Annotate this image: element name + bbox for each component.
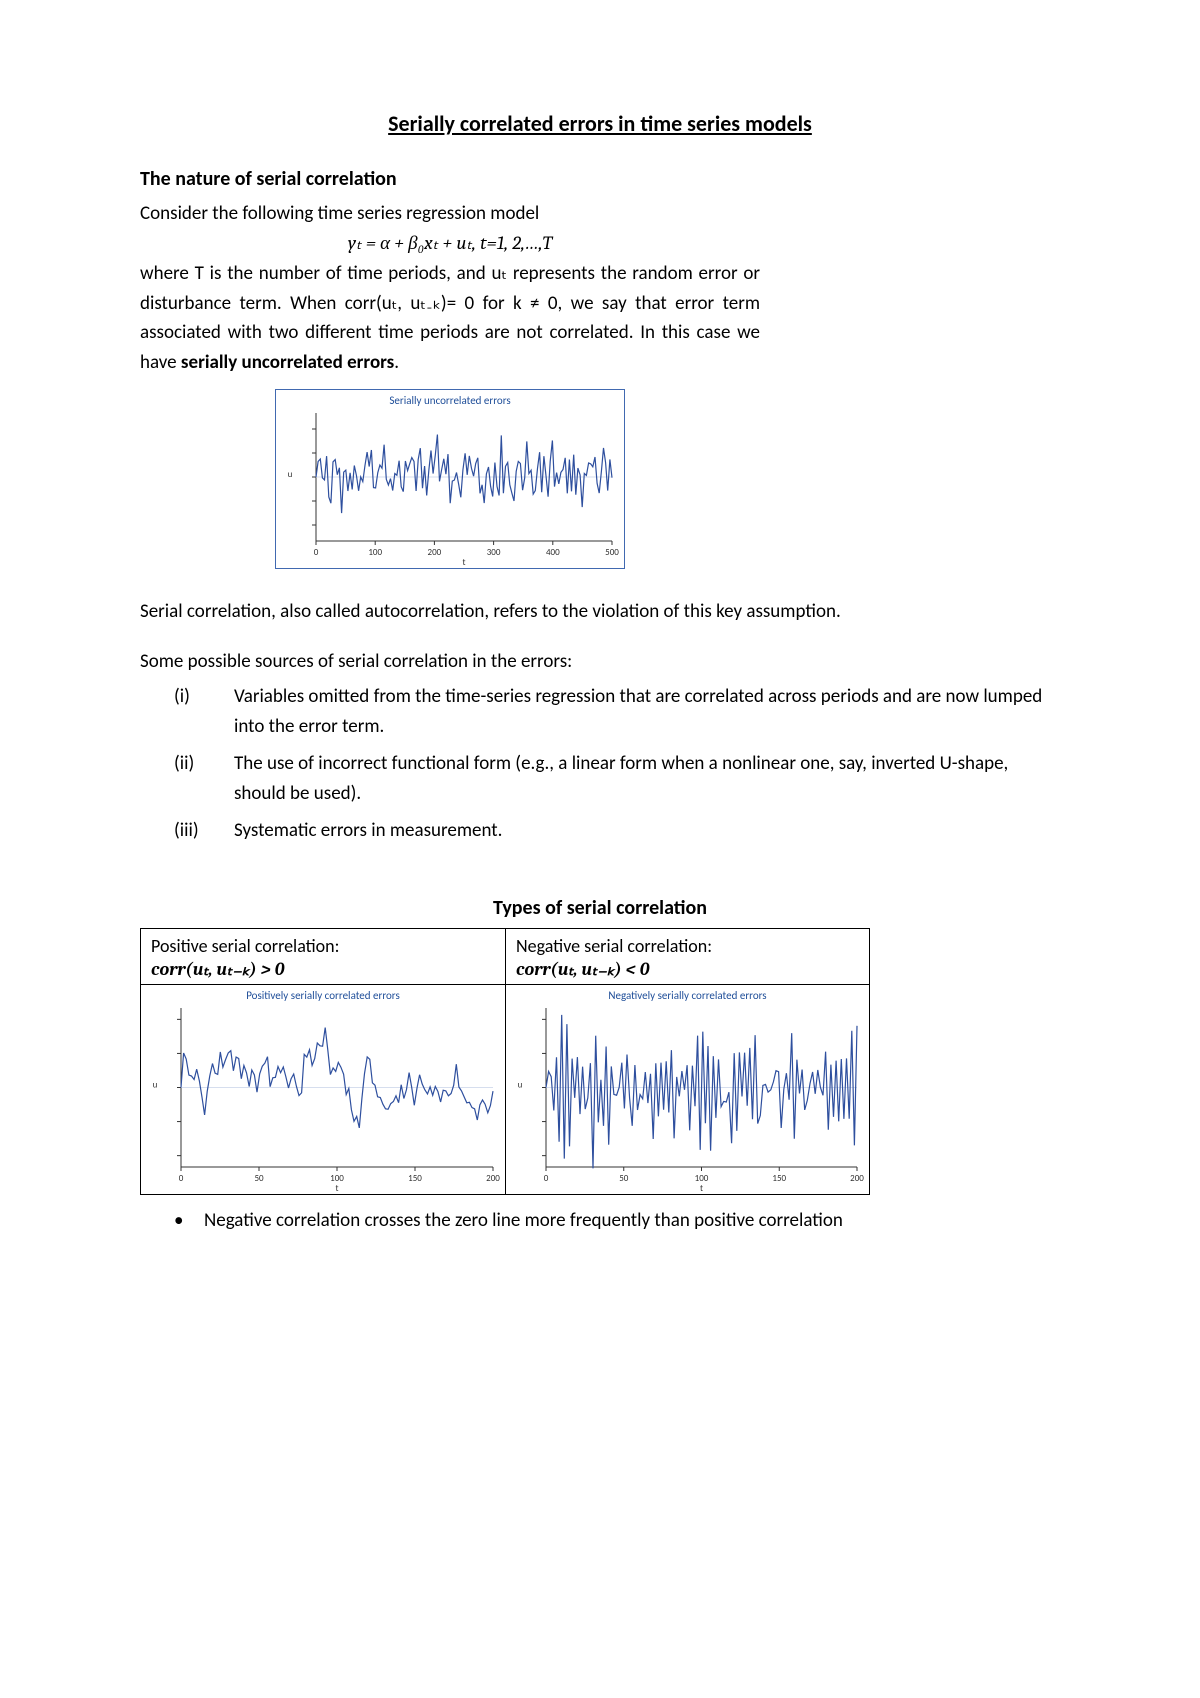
svg-text:u: u	[518, 1079, 523, 1090]
autocorr-para: Serial correlation, also called autocorr…	[140, 597, 1060, 626]
chart-uncorrelated: Serially uncorrelated errors 0 100 200 300 4…	[275, 389, 625, 569]
chart-canvas: 050100150200tu	[506, 1002, 869, 1193]
explain-para: where T is the number of time periods, a…	[140, 259, 760, 377]
intro-line: Consider the following time series regre…	[140, 199, 760, 228]
list-label: (ii)	[174, 749, 234, 810]
list-item: (i) Variables omitted from the time-seri…	[174, 682, 1060, 743]
negative-math: corr(uₜ, uₜ₋ₖ) < 0	[516, 959, 649, 980]
svg-text:150: 150	[408, 1173, 422, 1184]
chart-canvas: 050100150200tu	[141, 1002, 505, 1193]
chart-title: Negatively serially correlated errors	[506, 985, 869, 1002]
explain-bold: serially uncorrelated errors	[181, 351, 394, 374]
svg-text:t: t	[700, 1183, 703, 1193]
page: Serially correlated errors in time serie…	[0, 0, 1200, 1698]
svg-text:0: 0	[544, 1173, 549, 1184]
svg-text:400: 400	[546, 547, 560, 558]
svg-text:50: 50	[619, 1173, 629, 1184]
negative-head: Negative serial correlation: corr(uₜ, uₜ…	[506, 929, 869, 984]
list-label: (i)	[174, 682, 234, 743]
bullet-item: • Negative correlation crosses the zero …	[174, 1209, 1060, 1232]
list-item: (iii) Systematic errors in measurement.	[174, 816, 1060, 846]
list-item: (ii) The use of incorrect functional for…	[174, 749, 1060, 810]
svg-text:300: 300	[487, 547, 501, 558]
explain-tail: .	[394, 351, 399, 374]
svg-text:u: u	[153, 1079, 158, 1090]
positive-math: corr(uₜ, uₜ₋ₖ) > 0	[151, 959, 284, 980]
svg-text:200: 200	[486, 1173, 500, 1184]
chart-canvas: 0 100 200 300 400 500 t u	[276, 407, 624, 567]
negative-cell: Negative serial correlation: corr(uₜ, uₜ…	[506, 929, 869, 1194]
chart-title: Positively serially correlated errors	[141, 985, 505, 1002]
bullet-text: Negative correlation crosses the zero li…	[204, 1209, 843, 1232]
positive-cell: Positive serial correlation: corr(uₜ, uₜ…	[141, 929, 506, 1194]
section-heading: The nature of serial correlation	[140, 167, 1060, 191]
svg-text:t: t	[335, 1183, 338, 1193]
svg-text:200: 200	[850, 1173, 864, 1184]
positive-head: Positive serial correlation: corr(uₜ, uₜ…	[141, 929, 505, 984]
section-heading: Types of serial correlation	[140, 896, 1060, 920]
list-text: Systematic errors in measurement.	[234, 816, 502, 846]
negative-head-text: Negative serial correlation:	[516, 935, 712, 957]
sources-para: Some possible sources of serial correlat…	[140, 647, 1060, 676]
svg-text:0: 0	[179, 1173, 184, 1184]
bullet-icon: •	[174, 1209, 204, 1232]
chart-title: Serially uncorrelated errors	[276, 390, 624, 407]
svg-text:100: 100	[368, 547, 382, 558]
list-text: Variables omitted from the time-series r…	[234, 682, 1060, 743]
types-table: Positive serial correlation: corr(uₜ, uₜ…	[140, 928, 870, 1195]
svg-text:0: 0	[314, 547, 319, 558]
svg-text:200: 200	[428, 547, 442, 558]
list-label: (iii)	[174, 816, 234, 846]
svg-text:u: u	[288, 469, 293, 480]
svg-text:t: t	[462, 557, 465, 567]
positive-head-text: Positive serial correlation:	[151, 935, 339, 957]
svg-text:50: 50	[254, 1173, 264, 1184]
sources-list: (i) Variables omitted from the time-seri…	[140, 682, 1060, 846]
list-text: The use of incorrect functional form (e.…	[234, 749, 1060, 810]
regression-equation: yₜ = α + β₀xₜ + uₜ, t=1, 2,…,T	[140, 232, 760, 255]
svg-text:150: 150	[772, 1173, 786, 1184]
page-title: Serially correlated errors in time serie…	[140, 110, 1060, 137]
chart-negative: Negatively serially correlated errors 0 5…	[506, 984, 869, 1194]
chart-positive: Positively serially correlated errors 0 5…	[141, 984, 505, 1194]
svg-text:500: 500	[605, 547, 619, 558]
